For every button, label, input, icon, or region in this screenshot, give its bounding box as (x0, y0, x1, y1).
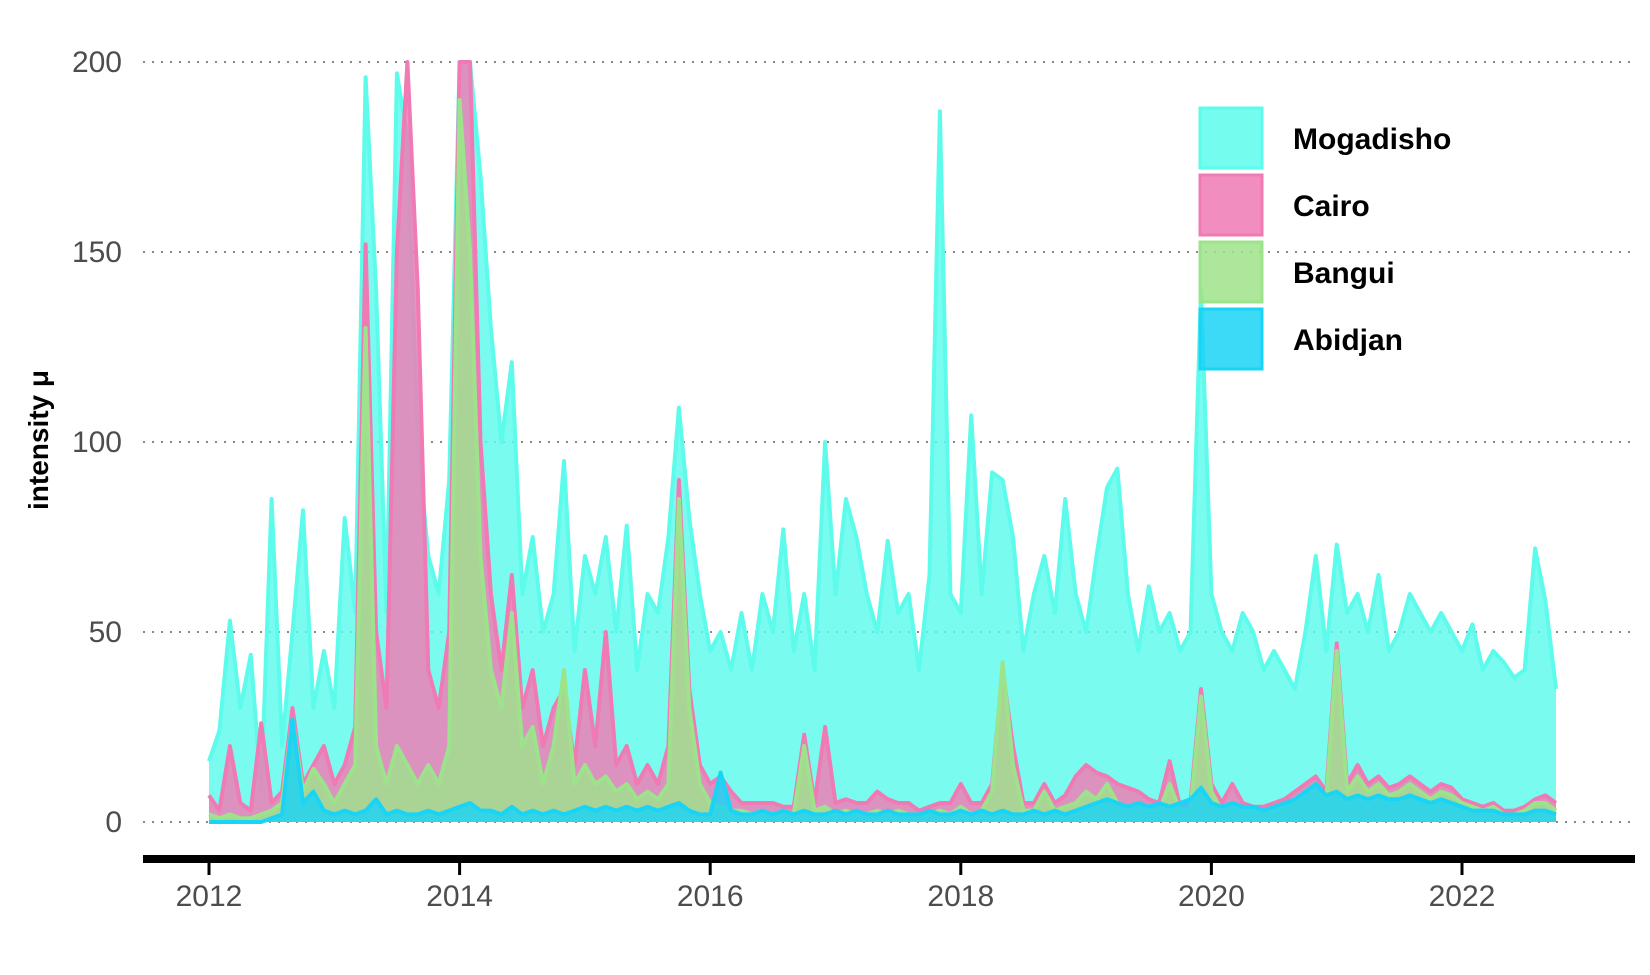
line-mogadisho (207, 60, 1558, 794)
y-axis-title: intensity μ (23, 370, 54, 510)
y-tick-label: 200 (72, 46, 122, 79)
legend-swatch-bangui (1198, 240, 1264, 304)
x-tick-label: 2014 (426, 880, 493, 913)
area-mogadisho (209, 62, 1556, 822)
legend-label-cairo: Cairo (1293, 190, 1370, 223)
legend-label-abidjan: Abidjan (1293, 324, 1403, 357)
tick-labels: 0 50 100 150 200 2012 2014 2016 2018 2020 2022 (72, 46, 1495, 913)
x-tick-label: 2012 (176, 880, 243, 913)
x-tick-label: 2018 (927, 880, 994, 913)
legend-label-mogadisho: Mogadisho (1293, 123, 1451, 156)
x-tick-label: 2016 (677, 880, 744, 913)
series-areas (207, 60, 1558, 824)
legend-swatch-abidjan (1198, 307, 1264, 371)
x-tick-label: 2022 (1429, 880, 1496, 913)
y-tick-label: 100 (72, 426, 122, 459)
legend-swatch-cairo (1198, 173, 1264, 237)
y-tick-label: 50 (89, 616, 122, 649)
legend-swatch-mogadisho (1198, 106, 1264, 170)
line-abidjan (209, 717, 1557, 824)
legend-label-bangui: Bangui (1293, 257, 1395, 290)
x-tick-label: 2020 (1178, 880, 1245, 913)
legend: Mogadisho Cairo Bangui Abidjan (1198, 106, 1451, 371)
y-tick-label: 150 (72, 236, 122, 269)
y-tick-label: 0 (105, 806, 122, 839)
